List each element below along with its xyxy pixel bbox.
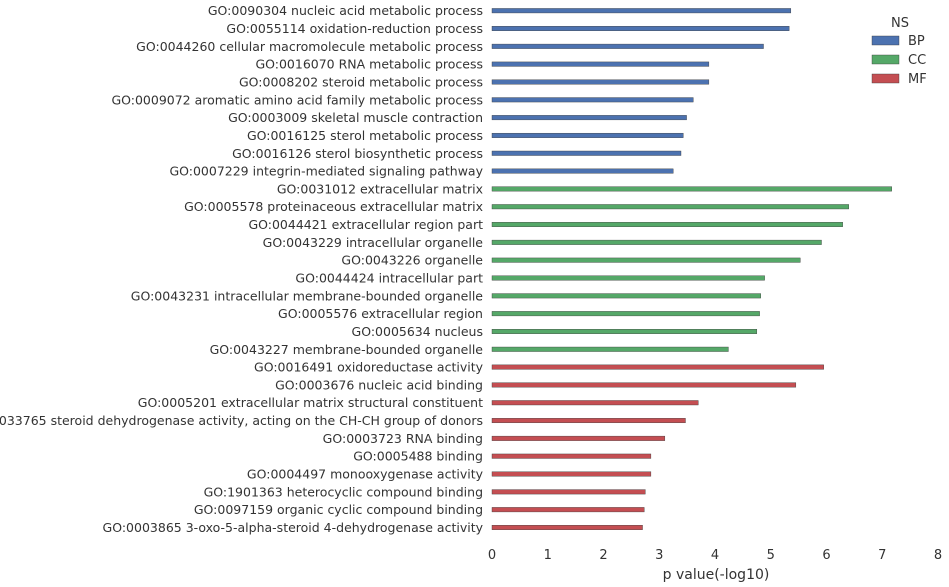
category-label: GO:0043227 membrane-bounded organelle (210, 342, 484, 357)
bar-cc (491, 186, 892, 192)
bar-cc (491, 329, 758, 334)
bar-mf (491, 507, 645, 513)
bars-group (491, 8, 892, 530)
bar-cc (491, 275, 765, 281)
category-label: GO:0005201 extracellular matrix structur… (138, 395, 483, 410)
category-label: GO:0055114 oxidation-reduction process (226, 21, 483, 36)
category-label: GO:0008202 steroid metabolic process (239, 74, 483, 89)
bar-cc (491, 311, 760, 317)
legend-label-mf: MF (908, 72, 927, 87)
bar-mf (491, 364, 824, 370)
legend-swatch-mf (871, 73, 900, 84)
x-tick-label: 8 (934, 548, 942, 563)
category-label: GO:0043229 intracellular organelle (263, 235, 484, 250)
category-label: GO:0033765 steroid dehydrogenase activit… (0, 413, 483, 428)
legend-label-cc: CC (908, 53, 926, 68)
x-tick-label: 4 (711, 548, 719, 563)
bar-bp (491, 150, 682, 156)
category-label: GO:0003865 3-oxo-5-alpha-steroid 4-dehyd… (103, 520, 484, 535)
bar-bp (491, 132, 684, 138)
category-label: GO:0090304 nucleic acid metabolic proces… (208, 3, 483, 18)
category-label: GO:0016125 sterol metabolic process (247, 128, 483, 143)
category-label: GO:0044260 cellular macromolecule metabo… (136, 39, 483, 54)
bar-cc (491, 204, 849, 210)
bar-cc (491, 239, 822, 245)
legend-label-bp: BP (908, 34, 925, 49)
category-labels-group: GO:0090304 nucleic acid metabolic proces… (0, 3, 484, 535)
bar-cc (491, 257, 801, 263)
bar-mf (491, 471, 652, 477)
bar-bp (491, 61, 710, 67)
category-label: GO:0009072 aromatic amino acid family me… (111, 92, 483, 107)
category-label: GO:0044424 intracellular part (295, 271, 483, 286)
bar-bp (491, 97, 694, 103)
x-tick-label: 2 (599, 548, 607, 563)
category-label: GO:0043231 intracellular membrane-bounde… (131, 288, 484, 303)
x-axis-ticks-group: 0 1 2 3 4 5 6 7 8 (488, 548, 942, 563)
legend-title: NS (891, 16, 909, 31)
category-label: GO:0005488 binding (353, 449, 483, 464)
category-label: GO:0003723 RNA binding (323, 431, 483, 446)
bar-cc (491, 346, 729, 352)
bar-cc (491, 222, 843, 227)
bar-bp (491, 79, 710, 85)
legend-swatch-cc (871, 54, 900, 65)
bar-cc (491, 293, 761, 299)
category-label: GO:0005576 extracellular region (278, 306, 483, 321)
bar-bp (491, 115, 687, 121)
bar-mf (491, 435, 666, 441)
legend: NS BP CC MF (871, 16, 927, 87)
category-label: GO:0007229 integrin-mediated signaling p… (169, 164, 483, 179)
bar-mf (491, 489, 646, 495)
bar-mf (491, 400, 699, 406)
bar-mf (491, 418, 686, 424)
category-label: GO:0097159 organic cyclic compound bindi… (194, 502, 483, 517)
bar-mf (491, 453, 652, 459)
bar-bp (491, 26, 790, 31)
bar-bp (491, 168, 674, 174)
bar-mf (491, 382, 797, 388)
category-label: GO:0005634 nucleus (352, 324, 483, 339)
category-label: GO:0016070 RNA metabolic process (255, 57, 483, 72)
category-label: GO:0004497 monooxygenase activity (247, 467, 484, 482)
category-label: GO:0044421 extracellular region part (248, 217, 483, 232)
legend-swatch-bp (871, 35, 900, 46)
bar-mf (491, 525, 643, 530)
x-tick-label: 7 (878, 548, 886, 563)
category-label: GO:0003676 nucleic acid binding (275, 377, 483, 392)
category-label: GO:0003009 skeletal muscle contraction (228, 110, 483, 125)
category-label: GO:0043226 organelle (341, 253, 483, 268)
x-tick-label: 3 (655, 548, 663, 563)
bar-bp (491, 43, 764, 49)
category-label: GO:0031012 extracellular matrix (277, 181, 483, 196)
category-label: GO:1901363 heterocyclic compound binding (204, 484, 483, 499)
category-label: GO:0016126 sterol biosynthetic process (232, 146, 483, 161)
category-label: GO:0016491 oxidoreductase activity (254, 360, 484, 375)
x-tick-label: 5 (767, 548, 775, 563)
bar-bp (491, 8, 792, 14)
x-tick-label: 6 (822, 548, 830, 563)
x-axis-title: p value(-log10) (663, 567, 770, 583)
x-tick-label: 1 (544, 548, 552, 563)
category-label: GO:0005578 proteinaceous extracellular m… (184, 199, 483, 214)
x-tick-label: 0 (488, 548, 496, 563)
